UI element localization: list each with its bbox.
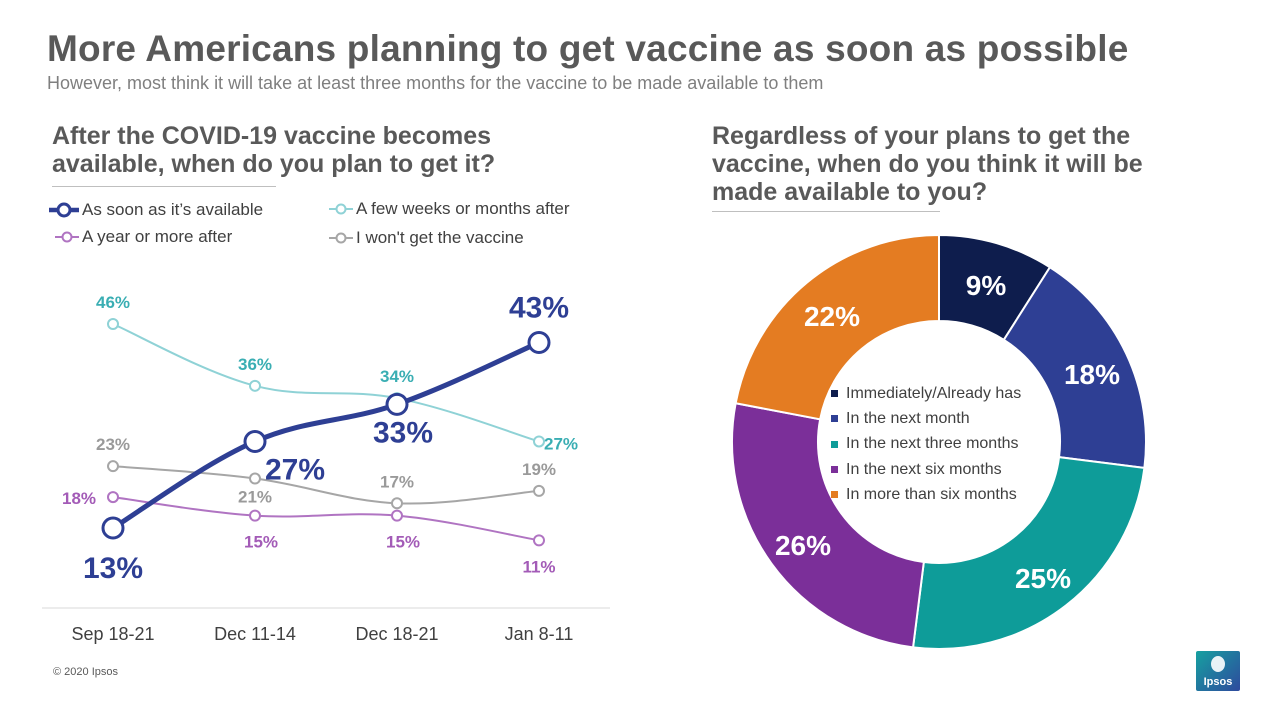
legend-item-year-or-more: A year or more after [54,226,232,248]
legend-marker-wont-get [329,232,353,244]
data-point-as-soon-as-it-s-available [243,429,267,453]
data-label-i-won-t-get-the-vaccine: 17% [380,472,414,491]
copyright-text: © 2020 Ipsos [53,666,118,678]
donut-legend-item-next-month: In the next month [831,406,1021,431]
data-label-a-few-weeks-or-months-after: 34% [380,367,414,386]
donut-legend-swatch-immediately [831,390,838,398]
donut-legend-swatch-next-three-months [831,440,838,448]
data-label-a-year-or-more-after: 18% [62,489,96,508]
legend-label-year-or-more: A year or more after [82,227,233,246]
series-line-as-soon-as-it-s-available [111,340,540,531]
donut-legend-item-immediately: Immediately/Already has [831,381,1021,406]
data-label-a-year-or-more-after: 11% [522,557,555,576]
legend-marker-as-soon-as-available [49,202,79,218]
data-point-a-few-weeks-or-months-after [107,318,119,330]
series-line-a-year-or-more-after [112,496,540,542]
donut-legend-swatch-next-month [831,415,838,423]
legend-item-as-soon-as-available: As soon as it’s available [48,199,263,221]
ipsos-logo-text: Ipsos [1203,676,1233,688]
donut-legend-item-next-three-months: In the next three months [831,432,1021,457]
series-line-i-won-t-get-the-vaccine [112,465,540,505]
data-point-as-soon-as-it-s-available [385,392,409,416]
data-point-a-few-weeks-or-months-after [249,379,261,392]
donut-legend-item-more-than-six-months: In more than six months [831,482,1021,507]
donut-label-in-the-next-month: 18% [1064,359,1120,390]
data-label-i-won-t-get-the-vaccine: 19% [522,460,556,479]
donut-label-in-the-next-three-months: 25% [1015,563,1071,594]
donut-label-immediately-already-has: 9% [966,270,1007,301]
donut-legend-label-next-month: In the next month [846,409,970,427]
donut-legend-swatch-more-than-six-months [831,491,838,499]
data-label-as-soon-as-it-s-available: 43% [509,292,569,325]
donut-legend-label-next-six-months: In the next six months [846,460,1002,478]
data-point-a-year-or-more-after [107,491,119,504]
data-point-a-year-or-more-after [391,509,403,522]
left-chart-question: After the COVID-19 vaccine becomes avail… [52,122,496,178]
donut-legend: Immediately/Already has In the next mont… [831,381,1021,507]
data-label-a-year-or-more-after: 15% [386,533,420,552]
data-label-a-few-weeks-or-months-after: 27% [544,434,578,453]
donut-slice-in-the-next-three-months [911,456,1146,650]
legend-label-as-soon-as-available: As soon as it’s available [82,200,264,219]
data-point-a-year-or-more-after [533,534,545,547]
right-chart-question: Regardless of your plans to get the vacc… [712,122,1143,206]
donut-legend-label-more-than-six-months: In more than six months [846,485,1017,503]
line-chart: Sep 18-21 Dec 11-14 Dec 18-21 Jan 8-11 23% 21… [42,292,610,644]
legend-item-wont-get: I won't get the vaccine [328,227,524,249]
x-tick-label: Sep 18-21 [71,624,154,644]
data-label-a-year-or-more-after: 15% [244,533,278,552]
data-label-i-won-t-get-the-vaccine: 21% [238,488,272,507]
legend-item-few-weeks-or-months: A few weeks or months after [328,198,570,220]
data-label-as-soon-as-it-s-available: 13% [83,552,143,585]
data-point-i-won-t-get-the-vaccine [391,497,403,510]
data-point-i-won-t-get-the-vaccine [107,460,119,473]
data-label-a-few-weeks-or-months-after: 46% [96,293,130,312]
page-subtitle: However, most think it will take at leas… [47,73,824,93]
donut-slice-in-the-next-month [1002,265,1147,470]
ipsos-logo: Ipsos [1196,651,1240,691]
ipsos-logo-mark [1211,656,1225,672]
data-point-i-won-t-get-the-vaccine [533,484,545,497]
donut-slice-in-the-next-six-months [731,402,925,649]
data-label-a-few-weeks-or-months-after: 36% [238,355,272,374]
x-tick-label: Dec 11-14 [214,624,296,644]
data-point-as-soon-as-it-s-available [527,331,551,355]
page-title: More Americans planning to get vaccine a… [47,28,1129,69]
donut-legend-item-next-six-months: In the next six months [831,457,1021,482]
legend-marker-few-weeks-or-months [329,203,353,215]
donut-legend-label-next-three-months: In the next three months [846,435,1019,453]
data-label-as-soon-as-it-s-available: 33% [373,416,433,449]
x-tick-label: Jan 8-11 [505,624,574,644]
right-question-divider [712,211,940,212]
left-question-divider [52,186,276,187]
data-point-a-year-or-more-after [249,509,261,522]
legend-label-few-weeks-or-months: A few weeks or months after [356,199,570,218]
data-label-i-won-t-get-the-vaccine: 23% [96,435,130,454]
donut-label-in-more-than-six-months: 22% [804,301,860,332]
series-line-a-few-weeks-or-months-after [112,323,540,443]
data-point-i-won-t-get-the-vaccine [249,472,261,485]
donut-slice-in-more-than-six-months [734,233,940,421]
data-point-a-few-weeks-or-months-after [533,435,545,448]
legend-marker-year-or-more [55,231,79,243]
data-point-as-soon-as-it-s-available [101,516,125,540]
data-label-as-soon-as-it-s-available: 27% [265,453,325,486]
donut-legend-swatch-next-six-months [831,466,838,474]
donut-label-in-the-next-six-months: 26% [775,530,831,561]
donut-legend-label-immediately: Immediately/Already has [846,384,1022,402]
legend-label-wont-get: I won't get the vaccine [356,228,524,247]
x-tick-label: Dec 18-21 [355,624,438,644]
